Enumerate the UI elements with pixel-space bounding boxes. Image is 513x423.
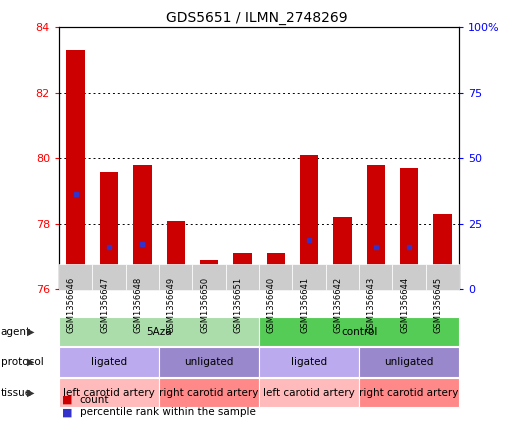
Bar — [400, 168, 418, 289]
Text: ■: ■ — [62, 395, 72, 405]
Bar — [433, 214, 451, 289]
Text: 5Aza: 5Aza — [146, 327, 172, 337]
Text: GSM1356644: GSM1356644 — [400, 277, 409, 332]
Bar — [100, 171, 118, 289]
Bar — [267, 253, 285, 289]
Text: GSM1356646: GSM1356646 — [67, 277, 76, 333]
Text: GSM1356651: GSM1356651 — [233, 277, 242, 332]
Text: control: control — [341, 327, 377, 337]
Text: GSM1356650: GSM1356650 — [200, 277, 209, 332]
Text: ligated: ligated — [91, 357, 127, 367]
Text: left carotid artery: left carotid artery — [63, 387, 155, 398]
Text: GSM1356641: GSM1356641 — [300, 277, 309, 332]
Text: GSM1356645: GSM1356645 — [433, 277, 442, 332]
Text: GSM1356649: GSM1356649 — [167, 277, 175, 332]
Text: ligated: ligated — [291, 357, 327, 367]
Text: GSM1356647: GSM1356647 — [100, 277, 109, 333]
Text: GDS5651 / ILMN_2748269: GDS5651 / ILMN_2748269 — [166, 11, 347, 25]
Bar — [233, 253, 251, 289]
Text: percentile rank within the sample: percentile rank within the sample — [80, 407, 255, 418]
Text: ▶: ▶ — [27, 357, 34, 367]
Bar — [300, 155, 318, 289]
Text: GSM1356640: GSM1356640 — [267, 277, 276, 332]
Text: ■: ■ — [62, 407, 72, 418]
Bar — [333, 217, 351, 289]
Text: left carotid artery: left carotid artery — [263, 387, 355, 398]
Text: ▶: ▶ — [27, 387, 34, 398]
Text: right carotid artery: right carotid artery — [360, 387, 459, 398]
Text: protocol: protocol — [1, 357, 43, 367]
Text: GSM1356643: GSM1356643 — [367, 277, 376, 333]
Text: GSM1356648: GSM1356648 — [133, 277, 142, 333]
Text: unligated: unligated — [184, 357, 234, 367]
Bar — [133, 165, 151, 289]
Text: GSM1356642: GSM1356642 — [333, 277, 343, 332]
Text: unligated: unligated — [384, 357, 434, 367]
Text: agent: agent — [1, 327, 31, 337]
Text: ▶: ▶ — [27, 327, 34, 337]
Bar — [367, 165, 385, 289]
Text: right carotid artery: right carotid artery — [160, 387, 259, 398]
Text: count: count — [80, 395, 109, 405]
Text: tissue: tissue — [1, 387, 32, 398]
Bar — [167, 221, 185, 289]
Bar — [67, 50, 85, 289]
Bar — [200, 260, 218, 289]
